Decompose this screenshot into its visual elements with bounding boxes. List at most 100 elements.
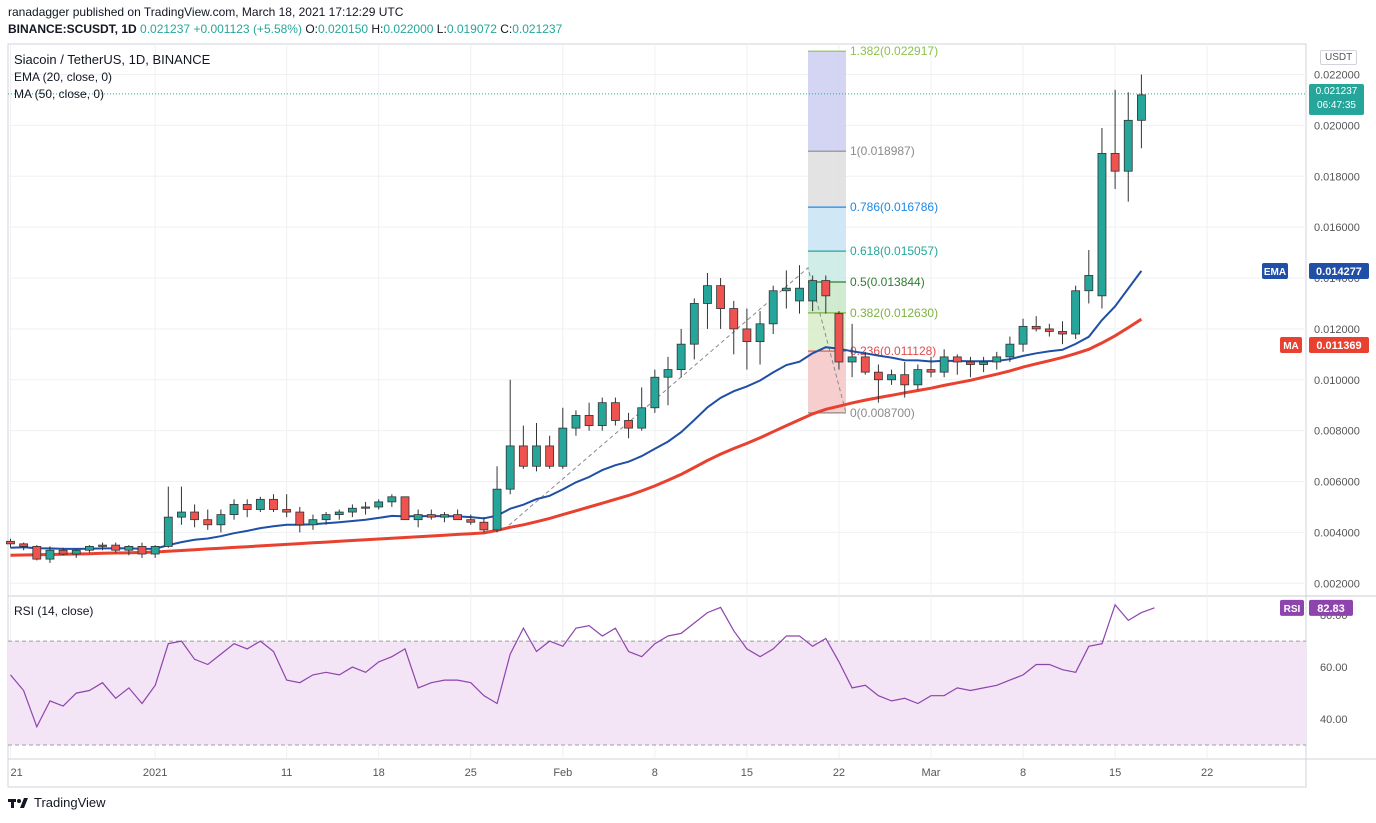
candle — [163, 486, 173, 548]
close-value: 0.021237 — [512, 22, 563, 36]
candle — [98, 542, 107, 551]
close-label: C: — [500, 22, 513, 36]
ema20-line — [10, 270, 1143, 550]
candle-body — [966, 361, 975, 365]
candle-body — [6, 540, 15, 545]
candle — [518, 425, 528, 469]
candle — [1123, 92, 1133, 202]
last-price: 0.021237 — [140, 22, 191, 36]
candle — [860, 351, 870, 375]
rsi-legend[interactable]: RSI (14, close) — [14, 604, 94, 618]
fib-level-label: 0.382(0.012630) — [850, 306, 938, 320]
fib-level-label: 0.618(0.015057) — [850, 244, 938, 258]
rsi-tag-bg — [1280, 599, 1304, 616]
date-tick-label: Feb — [553, 767, 572, 779]
candle-body — [742, 328, 752, 343]
candle-body — [1071, 290, 1081, 335]
candle-body — [361, 506, 370, 509]
candle-body — [19, 543, 29, 547]
ma-badge-value: 0.011369 — [1316, 340, 1361, 352]
candle — [821, 275, 831, 314]
brand-label: TradingView — [34, 795, 106, 810]
ema-legend[interactable]: EMA (20, close, 0) — [14, 70, 113, 84]
candle-body — [1110, 152, 1120, 172]
candle-body — [505, 445, 515, 490]
candle-body — [426, 514, 436, 518]
candle — [637, 387, 647, 431]
candle-body — [308, 519, 318, 526]
plot-frame — [7, 43, 1307, 788]
price-tick-label: 0.016000 — [1314, 222, 1360, 234]
candle-body — [453, 514, 463, 521]
candle-body — [137, 545, 147, 555]
candle — [440, 512, 449, 523]
ma-tag-label: MA — [1283, 341, 1299, 352]
candle — [124, 545, 134, 556]
candle-body — [637, 407, 647, 429]
candle-body — [334, 511, 344, 515]
candle — [505, 379, 515, 495]
fib-zone — [808, 51, 846, 152]
candle — [689, 298, 699, 360]
candle — [900, 361, 910, 398]
price-tick-label: 0.018000 — [1314, 171, 1360, 183]
rsi-tick-label: 40.00 — [1320, 714, 1348, 726]
candle-body — [755, 323, 765, 343]
candle — [558, 407, 568, 469]
candle-body — [492, 488, 502, 531]
candle-body — [387, 496, 397, 503]
tradingview-logo-icon — [8, 797, 28, 808]
candle — [6, 538, 15, 548]
candle — [611, 397, 620, 426]
date-tick-label: 21 — [11, 767, 23, 779]
candle-body — [703, 285, 712, 304]
candle — [150, 545, 160, 558]
candle — [571, 410, 581, 436]
candle-body — [1044, 328, 1054, 332]
candle — [729, 300, 739, 355]
date-tick-label: 8 — [652, 767, 658, 779]
rsi-value-badge: 82.83 — [1317, 603, 1345, 615]
price-tick-label: 0.006000 — [1314, 477, 1360, 489]
candle — [361, 501, 370, 515]
date-tick-label: 15 — [741, 767, 753, 779]
date-tick-label: 11 — [281, 767, 292, 779]
candle-body — [663, 369, 673, 378]
price-tick-label: 0.022000 — [1314, 70, 1360, 82]
candle-body — [571, 414, 581, 429]
candle — [992, 351, 1002, 370]
candle-body — [321, 514, 331, 521]
candle-body — [466, 519, 476, 523]
candle — [374, 499, 384, 510]
candle-body — [1005, 343, 1015, 358]
candle — [85, 545, 94, 553]
candle — [479, 517, 489, 533]
ma-legend[interactable]: MA (50, close, 0) — [14, 87, 105, 101]
candle — [242, 499, 252, 518]
candle-body — [1084, 275, 1094, 292]
candle — [137, 542, 147, 558]
fib-level-label: 1.382(0.022917) — [850, 44, 938, 58]
candle-body — [440, 514, 449, 518]
candle-body — [45, 549, 55, 560]
date-tick-label: 22 — [1201, 767, 1213, 779]
ma-tag-bg — [1280, 336, 1302, 353]
candle — [966, 356, 975, 378]
footer-brand[interactable]: TradingView — [8, 795, 106, 810]
candle-body — [650, 376, 660, 409]
candle-body — [255, 498, 265, 510]
candle — [308, 514, 318, 530]
candle — [742, 308, 752, 370]
candle-body — [900, 374, 910, 386]
high-value: 0.022000 — [383, 22, 434, 36]
candle — [716, 278, 725, 329]
candle — [466, 514, 476, 525]
currency-label[interactable]: USDT — [1320, 50, 1358, 65]
candle-body — [58, 549, 68, 555]
candle — [295, 506, 305, 533]
candle — [216, 509, 226, 533]
candle — [755, 311, 765, 365]
candle-body — [939, 356, 949, 373]
price-tick-label: 0.020000 — [1314, 120, 1360, 132]
